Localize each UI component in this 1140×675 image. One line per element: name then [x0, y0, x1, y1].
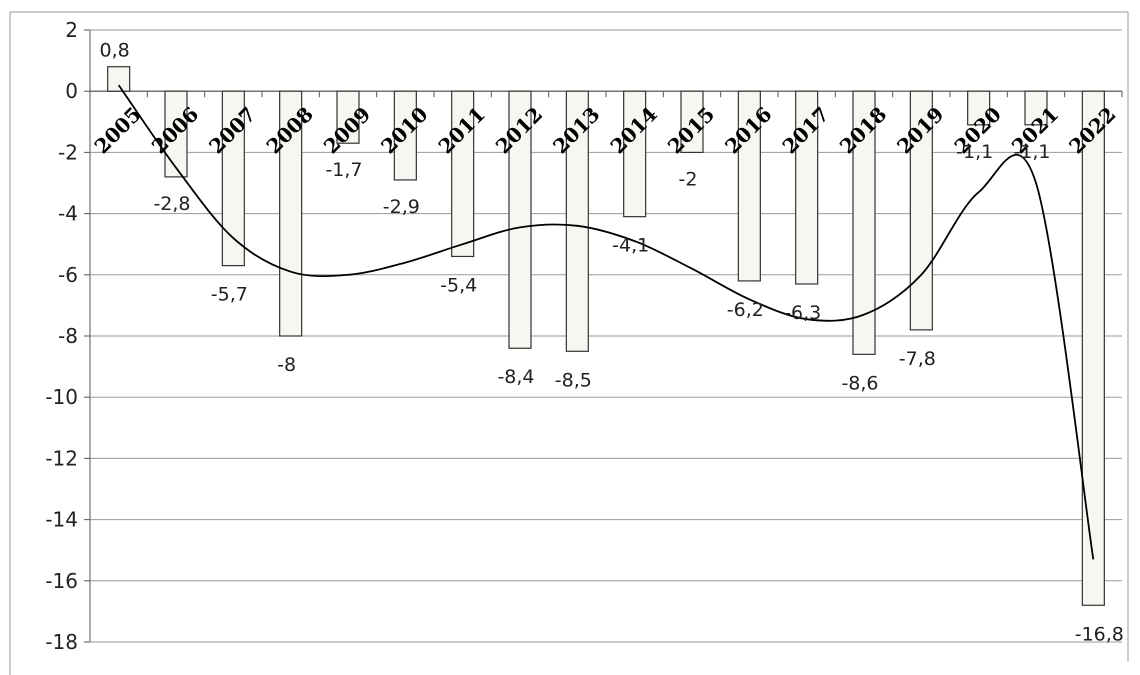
data-label-2021: -1,1 — [1013, 141, 1050, 163]
data-label-2006: -2,8 — [153, 193, 190, 215]
y-tick-label: -10 — [45, 385, 78, 409]
data-label-2015: -2 — [679, 168, 698, 190]
bar-2017 — [795, 90, 819, 285]
data-label-2007: -5,7 — [211, 284, 248, 306]
bar-2016 — [737, 90, 761, 282]
trendline-curve — [117, 84, 1095, 560]
bar-2019 — [909, 90, 933, 331]
y-tick-label: -8 — [58, 324, 78, 348]
bar-2021 — [1024, 90, 1048, 126]
y-tick-label: -18 — [45, 630, 78, 654]
bar-2020 — [967, 90, 991, 126]
data-label-2018: -8,6 — [841, 372, 878, 394]
bar-2011 — [451, 90, 475, 258]
bar-2015 — [680, 90, 704, 153]
data-label-2011: -5,4 — [440, 274, 477, 296]
bar-2018 — [852, 90, 876, 355]
data-label-2005: 0,8 — [100, 40, 130, 62]
y-tick-label: 0 — [65, 79, 78, 103]
data-label-2013: -8,5 — [555, 369, 592, 391]
y-tick-label: -16 — [45, 569, 78, 593]
bar-2013 — [565, 90, 589, 352]
bar-2009 — [336, 90, 360, 144]
bar-2006 — [164, 90, 188, 178]
data-label-2008: -8 — [277, 354, 296, 376]
y-tick-label: -6 — [58, 263, 78, 287]
data-label-2010: -2,9 — [383, 196, 420, 218]
x-tick-label: 2005 — [90, 102, 146, 158]
data-label-2020: -1,1 — [956, 141, 993, 163]
data-label-2022: -16,8 — [1075, 623, 1124, 645]
data-label-2016: -6,2 — [727, 299, 764, 321]
y-tick-label: -14 — [45, 508, 78, 532]
data-labels: 0,8 -2,8 -5,7 -8 -1,7 -2,9 -5,4 -8,4 -8,5 -4,1 -2 -… — [100, 40, 1124, 646]
data-label-2019: -7,8 — [899, 348, 936, 370]
trendline — [117, 84, 1095, 560]
bar-2008 — [279, 90, 303, 337]
axes: 2 0 -2 -4 -6 -8 -10 -12 -14 -16 -18 — [45, 18, 1123, 654]
y-tick-label: -4 — [58, 202, 78, 226]
data-label-2012: -8,4 — [497, 366, 534, 388]
y-tick-label: -2 — [58, 140, 78, 164]
y-tick-label: 2 — [65, 18, 78, 42]
bar-2007 — [221, 90, 245, 267]
data-label-2017: -6,3 — [784, 302, 821, 324]
data-label-2014: -4,1 — [612, 235, 649, 257]
chart-frame — [9, 11, 1129, 675]
bars — [107, 66, 1105, 606]
bar-2010 — [393, 90, 417, 181]
bar-2014 — [623, 90, 647, 218]
bar-2012 — [508, 90, 532, 349]
bar-2005 — [107, 66, 131, 92]
y-tick-label: -12 — [45, 446, 78, 470]
bar-2022 — [1081, 90, 1105, 606]
data-label-2009: -1,7 — [325, 159, 362, 181]
